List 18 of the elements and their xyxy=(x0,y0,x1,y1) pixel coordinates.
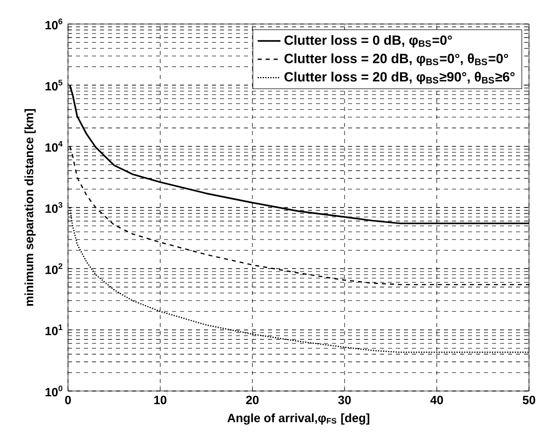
x-tick-label: 30 xyxy=(338,396,351,404)
y-tick-label: 10$^{4}$ xyxy=(46,140,63,152)
y-tick-label: 10$^{3}$ xyxy=(46,202,62,213)
legend-label: Clutter loss = 20 dB, φ$_{BS}$=0°, θ$_{BS}$=0° xyxy=(284,53,508,66)
x-tick-label: 10 xyxy=(154,396,166,404)
legend-label: Clutter loss = 0 dB, φ$_{BS}$=0° xyxy=(284,35,452,48)
y-tick-label: 10$^{0}$ xyxy=(46,386,62,396)
y-tick-label: 10$^{6}$ xyxy=(46,18,62,30)
y-axis-title: minimum separation distance [km] xyxy=(24,109,36,306)
x-tick-label: 0 xyxy=(65,396,71,404)
x-tick-label: 40 xyxy=(430,396,443,404)
legend-label: Clutter loss = 20 dB, φ$_{BS}$≥90°, θ$_{BS}$≥6° xyxy=(284,72,515,84)
x-tick-label: 20 xyxy=(246,396,259,404)
y-tick-label: 10$^{5}$ xyxy=(46,80,62,91)
x-axis-title: Angle of arrival,φ$_{FS}$ [deg] xyxy=(227,413,370,425)
y-tick-label: 10$^{2}$ xyxy=(46,263,62,274)
y-tick-label: 10$^{1}$ xyxy=(46,324,62,336)
x-tick-label: 50 xyxy=(522,396,536,404)
